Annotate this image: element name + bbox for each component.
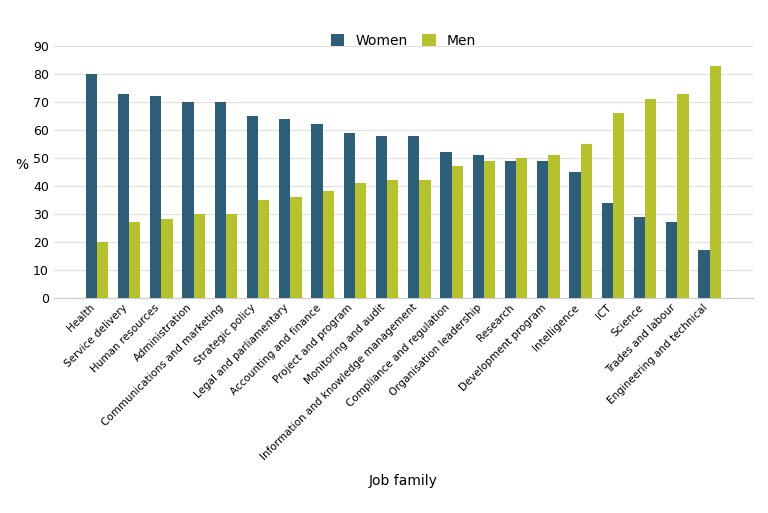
Bar <box>85 74 97 298</box>
Bar <box>161 220 173 298</box>
Bar <box>505 161 516 298</box>
Bar <box>601 203 613 298</box>
Bar <box>323 191 334 298</box>
Bar <box>182 102 194 298</box>
Bar <box>387 180 399 298</box>
Bar <box>613 113 624 298</box>
Bar <box>645 99 657 298</box>
Bar <box>581 144 592 298</box>
Bar <box>666 222 677 298</box>
Bar <box>150 96 161 298</box>
Bar <box>569 172 581 298</box>
Legend: Women, Men: Women, Men <box>325 28 482 53</box>
Bar <box>290 197 302 298</box>
Bar <box>355 183 366 298</box>
Bar <box>472 155 484 298</box>
Bar <box>677 94 689 298</box>
Y-axis label: %: % <box>15 158 28 172</box>
Bar <box>214 102 226 298</box>
Bar <box>419 180 431 298</box>
Bar <box>376 135 387 298</box>
Bar <box>516 158 528 298</box>
Bar <box>226 214 237 298</box>
Bar <box>343 133 355 298</box>
Bar <box>258 200 270 298</box>
Bar <box>97 242 108 298</box>
Bar <box>311 124 323 298</box>
Bar <box>537 161 548 298</box>
Bar <box>710 66 721 298</box>
Bar <box>634 216 645 298</box>
Bar <box>118 94 129 298</box>
Bar <box>698 250 710 298</box>
Bar <box>452 166 463 298</box>
Bar <box>247 116 258 298</box>
Bar <box>548 155 560 298</box>
Bar <box>129 222 141 298</box>
Bar <box>194 214 205 298</box>
Bar <box>484 161 495 298</box>
X-axis label: Job family: Job family <box>369 473 438 487</box>
Bar <box>440 152 452 298</box>
Bar <box>408 135 419 298</box>
Bar <box>279 119 290 298</box>
